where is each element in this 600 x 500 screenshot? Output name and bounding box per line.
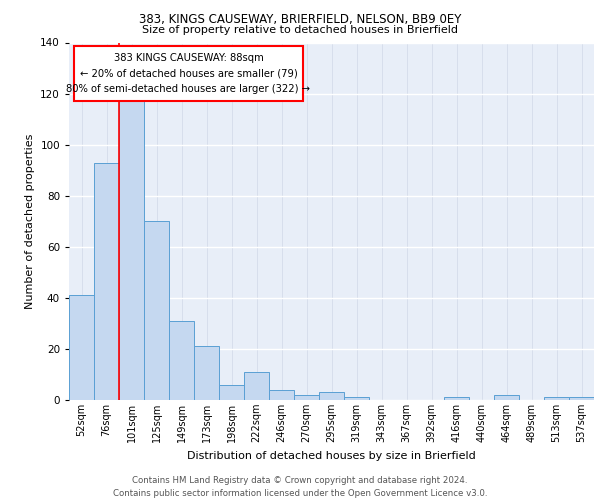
Bar [444,398,469,400]
Bar [244,372,269,400]
FancyBboxPatch shape [74,46,302,102]
Text: 383 KINGS CAUSEWAY: 88sqm
← 20% of detached houses are smaller (79)
80% of semi-: 383 KINGS CAUSEWAY: 88sqm ← 20% of detac… [67,53,310,94]
Bar [94,162,119,400]
Bar [569,398,594,400]
Bar [219,384,244,400]
Text: 383, KINGS CAUSEWAY, BRIERFIELD, NELSON, BB9 0EY: 383, KINGS CAUSEWAY, BRIERFIELD, NELSON,… [139,12,461,26]
Bar [269,390,294,400]
Bar [319,392,344,400]
Text: Contains HM Land Registry data © Crown copyright and database right 2024.
Contai: Contains HM Land Registry data © Crown c… [113,476,487,498]
Bar [194,346,219,400]
Bar [169,321,194,400]
Bar [294,395,319,400]
Bar [544,398,569,400]
Bar [344,398,369,400]
Bar [69,296,94,400]
Bar [144,221,169,400]
Bar [494,395,519,400]
Bar [119,68,144,400]
Y-axis label: Number of detached properties: Number of detached properties [25,134,35,309]
X-axis label: Distribution of detached houses by size in Brierfield: Distribution of detached houses by size … [187,450,476,460]
Text: Size of property relative to detached houses in Brierfield: Size of property relative to detached ho… [142,25,458,35]
